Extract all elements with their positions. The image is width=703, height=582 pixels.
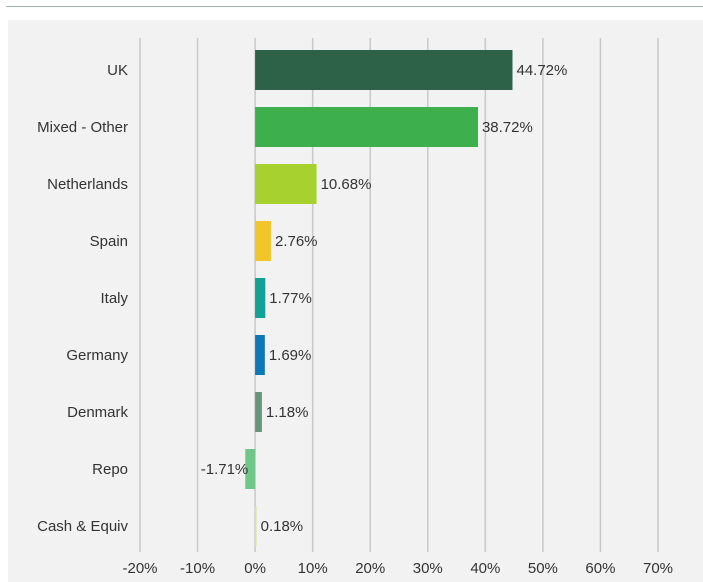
data-label: 44.72% xyxy=(516,62,567,79)
x-axis-tick-labels: -20% -10% 0% 10% 20% 30% 40% 50% 60% 70% xyxy=(122,560,673,577)
bar xyxy=(255,107,478,147)
category-label: Mixed - Other xyxy=(37,119,128,136)
x-tick-label: 0% xyxy=(244,560,266,577)
data-label: 1.69% xyxy=(269,347,312,364)
bar xyxy=(255,50,513,90)
bar xyxy=(255,392,262,432)
data-label: 0.18% xyxy=(261,518,304,535)
category-label: Denmark xyxy=(67,404,128,421)
bar xyxy=(255,164,317,204)
x-tick-label: 30% xyxy=(413,560,443,577)
top-divider xyxy=(6,6,703,7)
x-tick-label: 60% xyxy=(585,560,615,577)
bars xyxy=(245,50,513,546)
data-label: 10.68% xyxy=(321,176,372,193)
x-tick-label: -20% xyxy=(122,560,157,577)
bar xyxy=(255,506,257,546)
bar xyxy=(255,278,266,318)
x-tick-label: 50% xyxy=(528,560,558,577)
chart-panel: 44.72% 38.72% 10.68% 2.76% 1.77% 1.69% 1.18% -1… xyxy=(8,20,703,582)
data-label: -1.71% xyxy=(201,461,249,478)
data-label: 38.72% xyxy=(482,119,533,136)
x-tick-label: 20% xyxy=(355,560,385,577)
x-tick-label: 70% xyxy=(643,560,673,577)
category-labels: UK Mixed - Other Netherlands Spain Italy Germ… xyxy=(37,62,128,535)
category-label: UK xyxy=(107,62,128,79)
bar-chart: 44.72% 38.72% 10.68% 2.76% 1.77% 1.69% 1.18% -1… xyxy=(37,38,673,577)
x-tick-label: 40% xyxy=(470,560,500,577)
x-tick-label: -10% xyxy=(180,560,215,577)
bar xyxy=(255,335,265,375)
category-label: Netherlands xyxy=(47,176,128,193)
data-label: 1.77% xyxy=(269,290,312,307)
data-labels: 44.72% 38.72% 10.68% 2.76% 1.77% 1.69% 1.18% -1… xyxy=(201,62,568,535)
data-label: 1.18% xyxy=(266,404,309,421)
category-label: Germany xyxy=(66,347,128,364)
category-label: Italy xyxy=(100,290,128,307)
bar xyxy=(245,449,256,489)
bar xyxy=(255,221,271,261)
x-tick-label: 10% xyxy=(298,560,328,577)
data-label: 2.76% xyxy=(275,233,318,250)
category-label: Spain xyxy=(90,233,128,250)
category-label: Cash & Equiv xyxy=(37,518,128,535)
category-label: Repo xyxy=(92,461,128,478)
